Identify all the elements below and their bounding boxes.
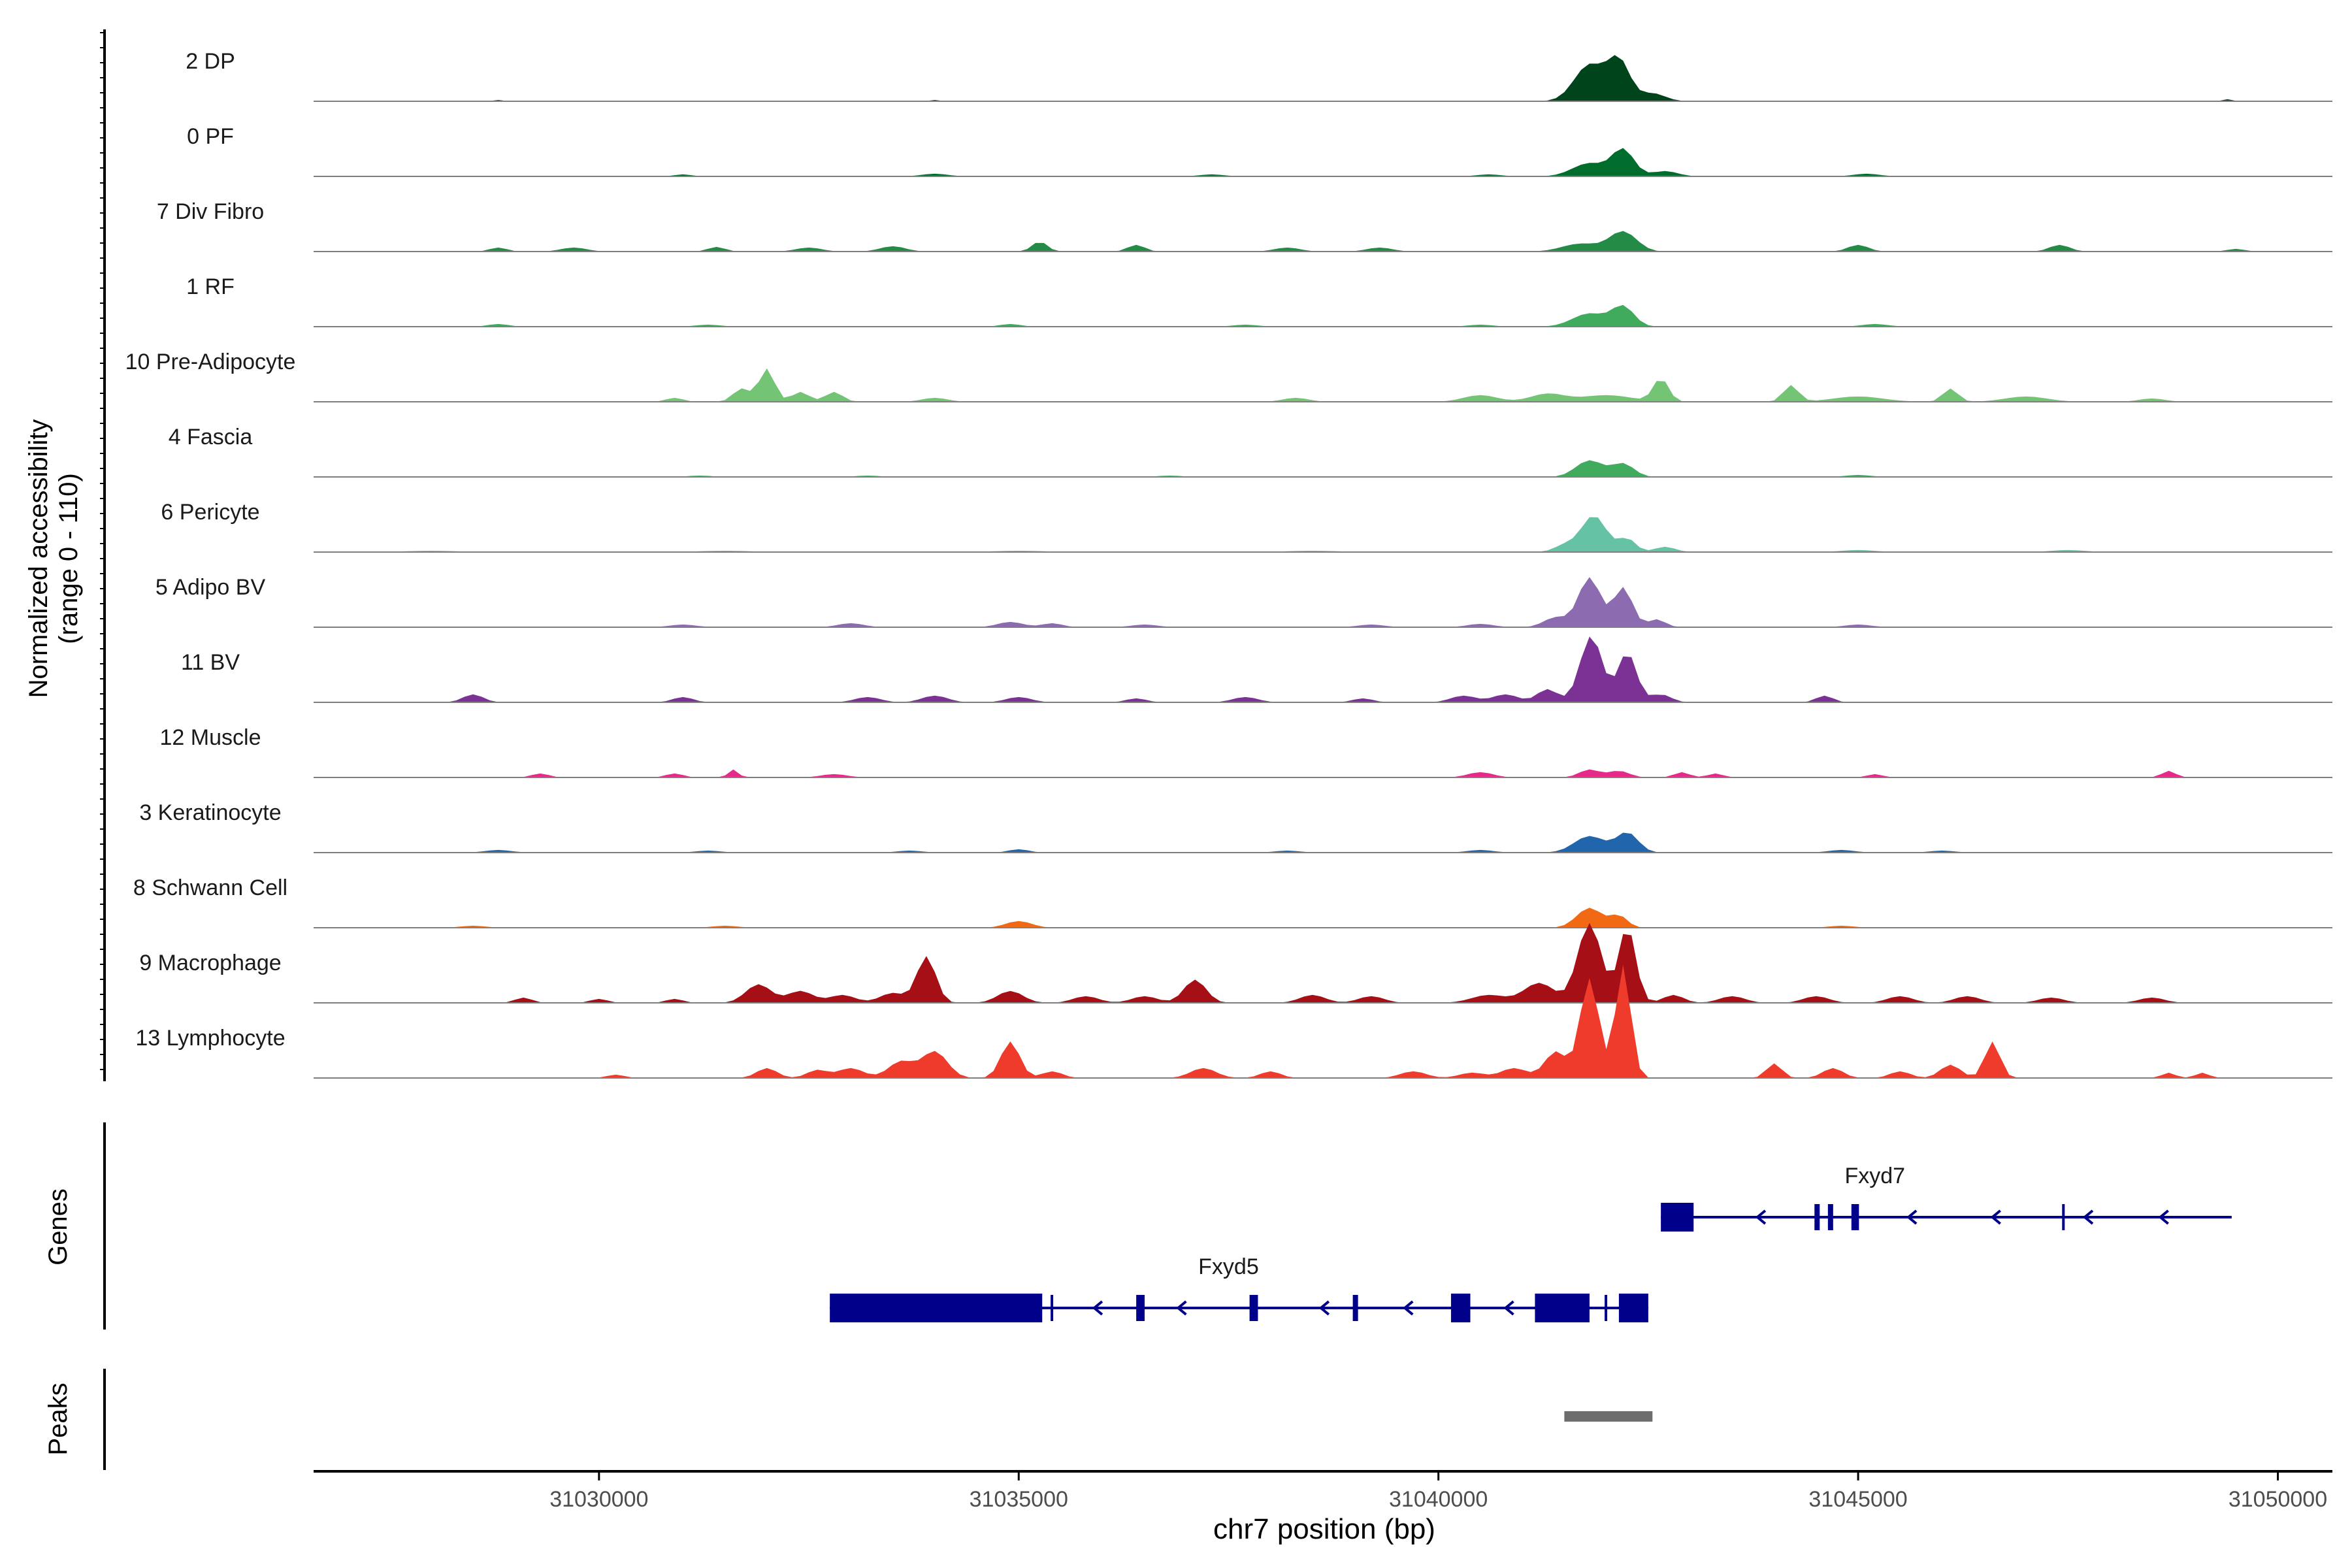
strand-arrow xyxy=(2082,1209,2094,1225)
strand-arrow xyxy=(1990,1209,2001,1225)
x-tick-label: 31040000 xyxy=(1389,1487,1488,1512)
track-10: 3 Keratinocyte xyxy=(139,800,2332,853)
track-label: 9 Macrophage xyxy=(139,951,281,975)
coverage-area xyxy=(314,304,2332,327)
genes-axis-label: Genes xyxy=(44,1188,73,1266)
gene-exon xyxy=(1249,1295,1258,1321)
coverage-area xyxy=(314,923,2332,1003)
coverage-area xyxy=(314,148,2332,176)
gene-exon xyxy=(1661,1203,1694,1232)
track-4: 10 Pre-Adipocyte xyxy=(125,350,2332,402)
y-axis-label-line1: Normalized accessibility xyxy=(24,419,53,698)
track-label: 6 Pericyte xyxy=(161,500,259,525)
left-axis-group xyxy=(100,29,106,1470)
coverage-tracks: 2 DP 0 PF 7 Div Fibro 1 RF 10 Pre-Adipocyte 4… xyxy=(125,49,2332,1079)
track-12: 9 Macrophage xyxy=(139,923,2332,1004)
x-tick-label: 31050000 xyxy=(2229,1487,2327,1512)
x-tick-label: 31035000 xyxy=(970,1487,1068,1512)
peak-region xyxy=(1564,1411,1653,1422)
gene-exon xyxy=(1136,1295,1145,1321)
strand-arrow xyxy=(2158,1209,2169,1225)
coverage-area xyxy=(314,460,2332,477)
peaks-axis-label: Peaks xyxy=(44,1382,73,1455)
gene-exon xyxy=(1352,1295,1358,1321)
track-label: 4 Fascia xyxy=(169,425,253,449)
strand-arrow xyxy=(1176,1300,1187,1316)
coverage-area xyxy=(314,964,2332,1078)
peak-track xyxy=(1564,1411,1653,1422)
coverage-area xyxy=(314,636,2332,702)
track-label: 0 PF xyxy=(187,124,234,149)
track-label: 8 Schwann Cell xyxy=(133,875,287,900)
coverage-area xyxy=(314,769,2332,777)
track-3: 1 RF xyxy=(186,274,2332,327)
coverage-area xyxy=(314,55,2332,101)
track-label: 13 Lymphocyte xyxy=(135,1026,285,1051)
track-label: 3 Keratinocyte xyxy=(139,800,281,825)
x-axis: 31030000 31035000 31040000 31045000 31050000 xyxy=(314,1470,2332,1512)
track-label: 11 BV xyxy=(181,650,240,675)
track-8: 11 BV xyxy=(181,636,2332,703)
coverage-area xyxy=(314,231,2332,252)
gene-exon xyxy=(1827,1204,1833,1230)
strand-arrow xyxy=(1503,1300,1514,1316)
x-tick-label: 31045000 xyxy=(1808,1487,1907,1512)
track-1: 0 PF xyxy=(187,124,2332,177)
gene-fxyd5: Fxyd5 xyxy=(830,1254,1648,1322)
track-label: 7 Div Fibro xyxy=(157,199,264,224)
x-axis-title: chr7 position (bp) xyxy=(1213,1513,1435,1545)
track-13: 13 Lymphocyte xyxy=(135,964,2332,1079)
y-axis-label-line2: (range 0 - 110) xyxy=(54,473,83,644)
track-label: 5 Adipo BV xyxy=(155,575,266,600)
track-9: 12 Muscle xyxy=(160,725,2332,778)
strand-arrow xyxy=(1755,1209,1767,1225)
gene-exon xyxy=(830,1294,1043,1322)
track-0: 2 DP xyxy=(186,49,2332,102)
track-label: 12 Muscle xyxy=(160,725,261,750)
gene-exon xyxy=(1450,1294,1471,1322)
strand-arrow xyxy=(1403,1300,1414,1316)
gene-exon xyxy=(1535,1294,1590,1322)
track-2: 7 Div Fibro xyxy=(157,199,2332,252)
gene-track: Fxyd7 Fxyd5 xyxy=(830,1164,2232,1322)
coverage-area xyxy=(314,907,2332,928)
track-label: 10 Pre-Adipocyte xyxy=(125,350,296,374)
gene-name-label: Fxyd7 xyxy=(1844,1164,1905,1188)
strand-arrow xyxy=(1906,1209,1918,1225)
coverage-area xyxy=(314,368,2332,402)
strand-arrow xyxy=(1092,1300,1103,1316)
track-6: 6 Pericyte xyxy=(161,500,2332,553)
track-label: 2 DP xyxy=(186,49,235,74)
gene-name-label: Fxyd5 xyxy=(1198,1254,1259,1279)
gene-exon xyxy=(1618,1294,1648,1322)
track-7: 5 Adipo BV xyxy=(155,575,2332,628)
gene-exon-tick xyxy=(1605,1295,1608,1321)
track-11: 8 Schwann Cell xyxy=(133,875,2332,928)
x-tick-label: 31030000 xyxy=(549,1487,648,1512)
coverage-area xyxy=(314,832,2332,853)
gene-exon xyxy=(1851,1204,1859,1230)
strand-arrow xyxy=(1318,1300,1330,1316)
coverage-area xyxy=(314,517,2332,552)
gene-exon xyxy=(1814,1204,1820,1230)
track-label: 1 RF xyxy=(186,274,235,299)
gene-fxyd7: Fxyd7 xyxy=(1661,1164,2232,1232)
coverage-area xyxy=(314,577,2332,627)
gene-exon-tick xyxy=(1051,1295,1054,1321)
track-5: 4 Fascia xyxy=(169,425,2332,478)
gene-exon-tick xyxy=(2062,1204,2065,1230)
